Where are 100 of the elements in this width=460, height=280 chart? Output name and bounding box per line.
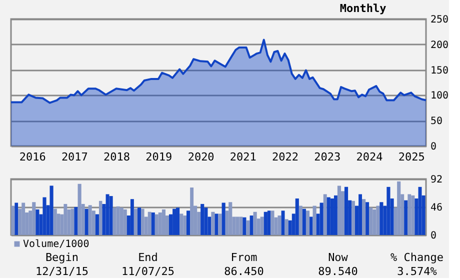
legend-label: Volume/1000 [23,239,90,250]
bar [344,186,348,235]
bar [186,210,190,235]
bar [88,205,92,235]
bar [151,212,155,235]
x-tick-label: 2022 [272,150,298,164]
bar [246,220,250,235]
bar [84,208,88,235]
bar [284,219,288,235]
bar [352,200,355,235]
bar [176,208,180,235]
bar [376,206,380,235]
bar [320,202,324,235]
y-tick-label: 0 [430,230,437,242]
x-tick-label: 2020 [188,150,214,164]
bar [306,210,310,235]
text: Begin [45,251,79,264]
bar [134,208,138,235]
bar [36,209,40,235]
bar [98,200,102,235]
bar [211,212,215,235]
y-tick-label: 150 [430,65,449,76]
bar [154,214,158,235]
x-tick-label: 2021 [230,150,256,164]
bar [362,199,366,235]
x-tick-label: 2025 [398,150,425,164]
bar [162,209,166,235]
text: Now [328,251,348,264]
bar [14,202,18,235]
y-tick-label: 50 [430,116,443,128]
bar [74,207,78,235]
text: From [230,251,258,264]
text: 11/07/25 [122,265,174,278]
bar [337,186,342,235]
bar [278,216,282,235]
bar [22,202,26,235]
x-tick-label: 2017 [61,150,88,164]
x-tick-label: 2016 [19,150,46,164]
chart-subtitle: Monthly [340,2,387,15]
bar [310,216,313,235]
bar [183,216,186,235]
bar [404,200,408,235]
bar [334,195,338,235]
bar [130,199,134,235]
text: End [138,251,158,264]
bar [386,186,390,235]
bar [70,208,74,235]
bar [50,186,54,235]
x-tick-label: 2024 [356,150,384,164]
y-tick-label: 250 [430,14,449,26]
text: % Change [390,251,444,264]
bar [411,195,415,235]
bar [78,184,82,235]
bar [366,202,370,235]
bar [32,202,36,235]
bar [264,212,268,235]
bar [358,194,362,235]
bar [408,194,412,235]
bar [42,197,46,235]
bar [200,204,204,235]
bar [250,216,254,235]
bar [302,208,306,235]
bar [295,198,299,235]
text: 89.540 [318,265,358,278]
bar [242,217,246,235]
bar [260,216,264,235]
x-tick-label: 2018 [104,150,130,164]
text: 12/31/15 [36,265,88,278]
text: 86.450 [224,265,264,278]
text: 3.574% [397,265,438,278]
bar [218,214,222,235]
bar [312,206,316,235]
bar [180,214,184,235]
bar [323,194,327,235]
bar [397,181,401,235]
bar [298,206,302,235]
y-tick-label: 100 [430,90,449,102]
bar [112,208,116,235]
bar [222,202,226,235]
bar [267,210,271,235]
bar [190,188,194,235]
y-tick-label: 0 [430,142,437,152]
y-tick-label: 200 [430,40,449,51]
bar [109,196,113,235]
bar [380,202,384,235]
bar [11,206,15,235]
bar [330,198,334,235]
bar [123,209,127,235]
bar [270,210,274,235]
y-tick-label: 92 [430,174,443,186]
bar [204,208,208,235]
bar [148,212,152,235]
bar [137,208,142,235]
x-tick-label: 2019 [146,150,172,164]
bar [369,208,373,235]
bar [326,197,330,235]
bar [64,204,68,235]
bar [228,202,232,235]
y-tick-label: 46 [430,202,443,214]
bar [141,208,144,235]
